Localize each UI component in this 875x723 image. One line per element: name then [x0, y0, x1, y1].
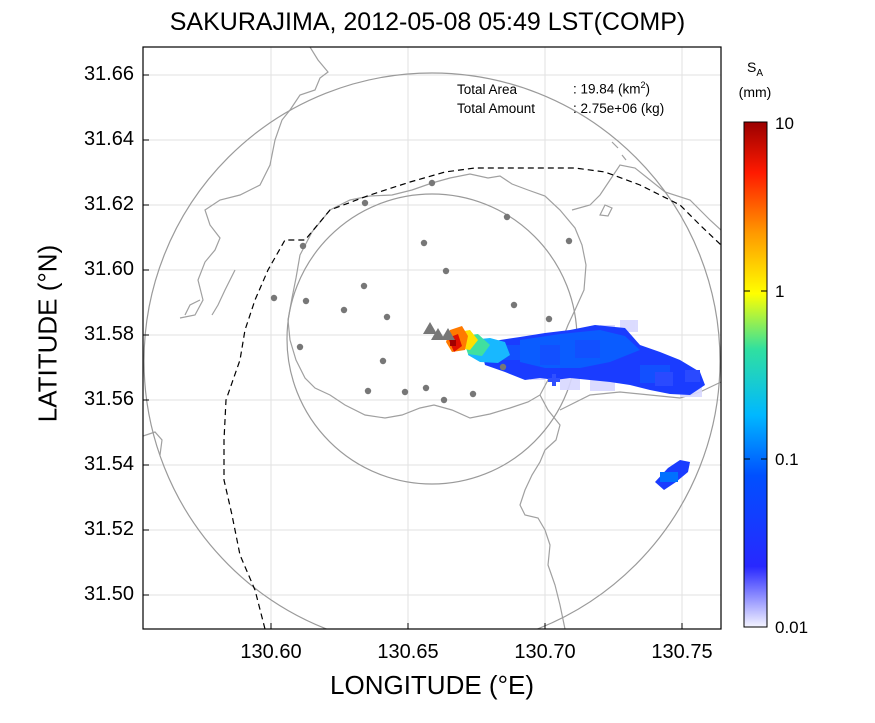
total-area-value: : 19.84 (km: [573, 81, 641, 97]
outer-range-circle: [143, 72, 721, 629]
y-tick-label: 31.66: [83, 63, 134, 85]
plot-area: [143, 47, 721, 629]
y-tick-label: 31.54: [83, 453, 134, 475]
colorbar-tick-label: 1: [775, 282, 785, 301]
total-area-unit-close: ): [645, 81, 651, 97]
x-tick-label: 130.70: [514, 641, 576, 663]
total-area-unit-exponent: 2: [640, 80, 646, 90]
colorbar-unit: SA (mm): [730, 58, 780, 101]
colorbar-symbol: SA: [730, 58, 780, 83]
total-amount-value: : 2.75e+06 (kg): [573, 100, 665, 116]
colorbar-symbol-subscript: A: [756, 67, 763, 79]
colorbar-unit-text: (mm): [738, 83, 772, 100]
colorbar-tick-label: 0.01: [775, 618, 809, 637]
colorbar-tick-label: 10: [775, 114, 794, 133]
x-tick-label: 130.65: [377, 641, 439, 663]
dashed-boundary: [223, 167, 721, 629]
colorbar-tick-label: 0.1: [775, 450, 799, 469]
plot-border: [142, 46, 722, 630]
x-tick-label: 130.60: [240, 641, 302, 663]
map-title: SAKURAJIMA, 2012-05-08 05:49 LST(COMP): [169, 8, 686, 36]
colorbar: [743, 121, 768, 628]
y-tick-label: 31.62: [83, 193, 134, 215]
tick-marks: [143, 74, 683, 629]
y-tick-label: 31.60: [83, 258, 134, 280]
x-axis-label: LONGITUDE (°E): [330, 670, 534, 700]
colorbar-ticks: [744, 290, 767, 460]
y-tick-label: 31.64: [83, 128, 134, 150]
summary-info: Total Area : 19.84 (km2) Total Amount : 2.…: [457, 76, 664, 118]
observation-stations: [270, 179, 573, 404]
total-area-label: Total Area: [457, 81, 518, 97]
y-tick-label: 31.58: [83, 323, 134, 345]
y-tick-label: 31.52: [83, 518, 134, 540]
x-tick-label: 130.75: [651, 641, 713, 663]
total-area-line: Total Area : 19.84 (km2): [457, 76, 664, 99]
total-amount-label: Total Amount: [457, 100, 536, 116]
vent-triangles: [423, 322, 455, 340]
total-amount-line: Total Amount : 2.75e+06 (kg): [457, 99, 664, 118]
ash-plume: [446, 320, 705, 490]
y-tick-label: 31.56: [83, 388, 134, 410]
y-tick-label: 31.50: [83, 583, 134, 605]
colorbar-symbol-letter: S: [746, 59, 757, 75]
